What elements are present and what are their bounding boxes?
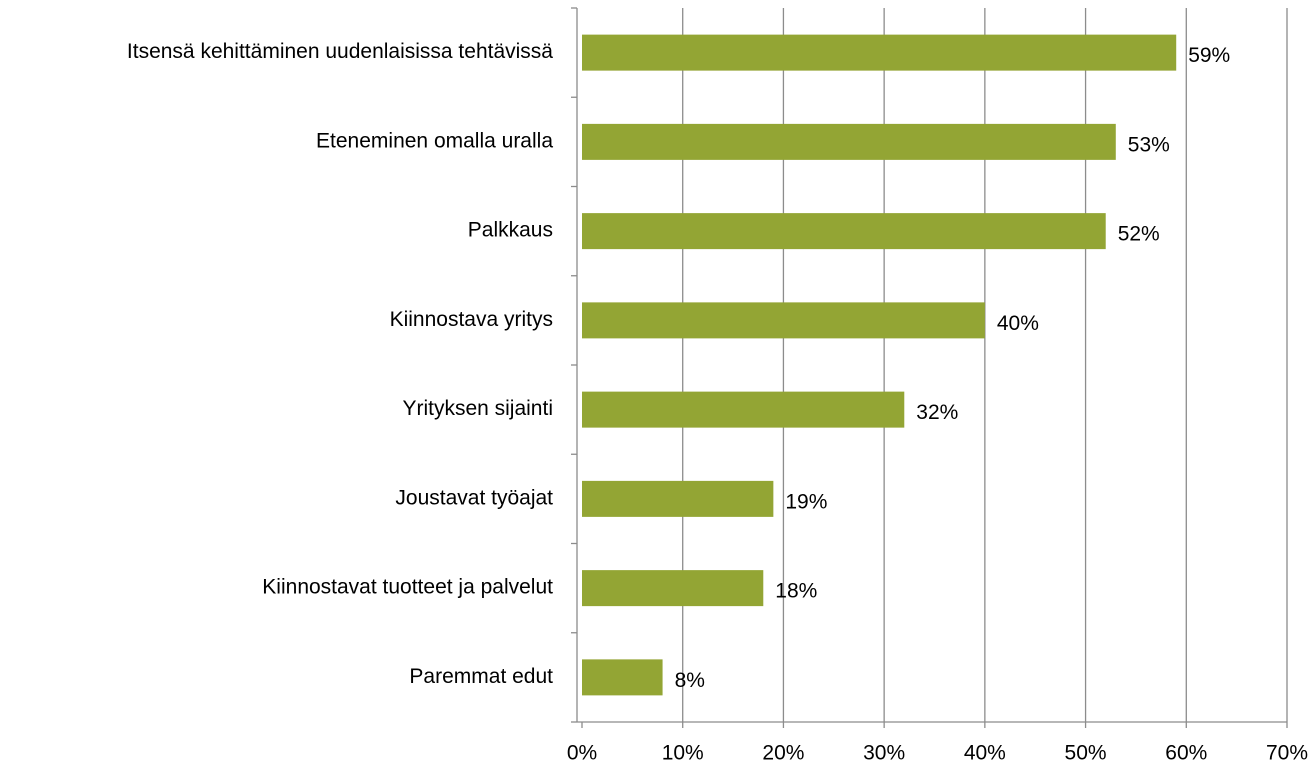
- bar: [582, 391, 905, 428]
- value-label: 18%: [775, 580, 817, 603]
- bar: [582, 213, 1106, 250]
- x-tick-label: 20%: [762, 742, 804, 765]
- value-label: 19%: [785, 490, 827, 513]
- y-tick-label: Yrityksen sijainti: [402, 397, 553, 420]
- x-tick-label: 60%: [1165, 742, 1207, 765]
- y-tick-label: Itsensä kehittäminen uudenlaisissa tehtä…: [127, 40, 553, 63]
- bar: [582, 480, 774, 517]
- bar: [582, 34, 1177, 71]
- value-label: 52%: [1118, 223, 1160, 246]
- y-tick-label: Kiinnostavat tuotteet ja palvelut: [262, 576, 553, 599]
- y-tick-label: Joustavat työajat: [395, 486, 553, 509]
- value-label: 40%: [997, 312, 1039, 335]
- value-label: 53%: [1128, 133, 1170, 156]
- bar: [582, 659, 663, 696]
- bar: [582, 123, 1116, 160]
- x-tick-label: 30%: [863, 742, 905, 765]
- value-label: 8%: [675, 669, 705, 692]
- value-label: 59%: [1188, 44, 1230, 67]
- bar: [582, 570, 764, 607]
- x-tick-label: 70%: [1266, 742, 1308, 765]
- x-tick-label: 10%: [662, 742, 704, 765]
- x-tick-label: 40%: [964, 742, 1006, 765]
- value-label: 32%: [916, 401, 958, 424]
- y-tick-label: Eteneminen omalla uralla: [316, 129, 553, 152]
- y-tick-label: Palkkaus: [468, 219, 553, 242]
- y-tick-label: Paremmat edut: [409, 665, 553, 688]
- y-tick-label: Kiinnostava yritys: [390, 308, 553, 331]
- bar: [582, 302, 985, 339]
- x-tick-label: 0%: [567, 742, 597, 765]
- x-tick-label: 50%: [1065, 742, 1107, 765]
